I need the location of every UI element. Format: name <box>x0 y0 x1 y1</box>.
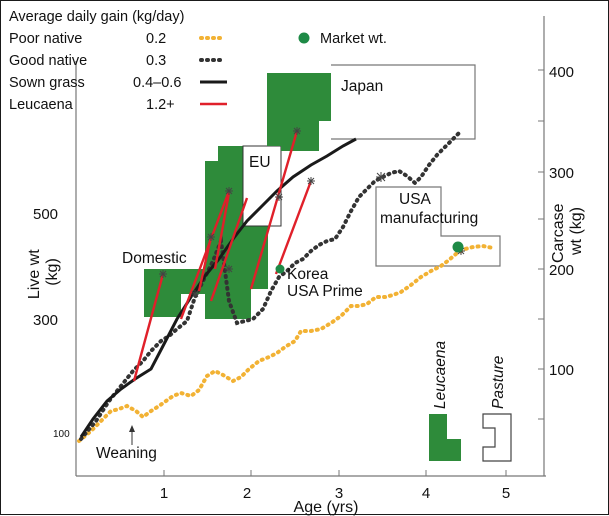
market-zone-usa-manufacturing <box>375 186 501 267</box>
x-axis-ticks <box>163 470 507 476</box>
market-label-korea-usa-prime: Korea USA Prime <box>287 266 363 300</box>
asterisk-marker <box>275 193 283 201</box>
asterisk-marker <box>307 177 315 185</box>
asterisk-marker <box>159 270 167 278</box>
asterisk-marker <box>225 187 233 195</box>
y-left-tick-label: 300 <box>33 312 58 329</box>
asterisk-marker <box>225 265 233 273</box>
market-weight-dot <box>452 241 464 253</box>
leucaena-segment <box>179 190 231 320</box>
leucaena-segment <box>132 273 165 382</box>
series-layer <box>77 129 495 443</box>
market-label-usa-line2: manufacturing <box>380 210 478 227</box>
market-label-korea-line2: USA Prime <box>287 283 363 300</box>
series-line-poor-native <box>77 243 495 443</box>
market-label-japan: Japan <box>341 78 383 95</box>
asterisk-marker <box>191 290 199 298</box>
y-left-axis-title: Live wt (kg) <box>26 245 61 299</box>
x-tick-label: 3 <box>335 485 343 502</box>
legend-item-value: 0.3 <box>146 53 166 69</box>
leucaena-segment <box>274 180 313 275</box>
market-zone-domestic <box>144 269 206 317</box>
y-left-title-line2: (kg) <box>44 258 61 286</box>
y-right-tick-label: 300 <box>549 165 574 182</box>
box-legend-leucaena <box>429 414 461 461</box>
weaning-label: Weaning <box>96 445 157 462</box>
market-zone-eu-outline <box>242 145 282 227</box>
legend-item-name: Good native <box>9 53 87 69</box>
market-label-domestic: Domestic <box>122 250 187 267</box>
market-zones <box>144 64 501 319</box>
series-line-sown-grass <box>79 137 357 438</box>
y-left-tick-label: 500 <box>33 206 58 223</box>
y-right-title-line2: wt (kg) <box>568 207 585 256</box>
y-right-tick-label: 200 <box>549 262 574 279</box>
x-tick-label: 2 <box>243 485 251 502</box>
legend-market-label: Market wt. <box>320 31 387 47</box>
legend-market-dot <box>298 32 310 44</box>
y-right-title-line1: Carcase <box>550 203 567 263</box>
legend-item-value: 0.4–0.6 <box>133 75 181 91</box>
y-right-ticks <box>538 69 544 420</box>
y-left-tick-label: 100 <box>53 429 70 440</box>
leucaena-segment <box>213 192 231 270</box>
y-left-title-line1: Live wt <box>26 249 43 299</box>
market-label-usa-manufacturing: USA manufacturing <box>380 191 478 227</box>
asterisk-marker <box>207 233 215 241</box>
legend-title: Average daily gain (kg/day) <box>9 9 184 25</box>
y-right-tick-label: 100 <box>549 362 574 379</box>
market-label-eu: EU <box>249 154 271 171</box>
market-zone-japan <box>267 73 331 151</box>
y-right-axis-title: Carcase wt (kg) <box>550 199 585 263</box>
market-zone-japan-outline <box>331 64 476 140</box>
legend-item-value: 1.2+ <box>146 97 175 113</box>
legend-item-name: Leucaena <box>9 97 74 113</box>
x-tick-label: 5 <box>502 485 510 502</box>
series-line-good-native <box>79 129 463 441</box>
asterisk-marker <box>376 172 386 182</box>
x-axis-title: Age (yrs) <box>294 499 359 516</box>
legend-item-name: Sown grass <box>9 75 85 91</box>
legend-item-name: Poor native <box>9 31 82 47</box>
market-label-usa-line1: USA <box>399 191 432 208</box>
market-weight-dot <box>275 264 285 274</box>
leucaena-segment <box>209 197 249 302</box>
leucaena-segment <box>197 236 213 292</box>
box-legend-pasture <box>482 413 512 462</box>
legend-item-value: 0.2 <box>146 31 166 47</box>
legend: Average daily gain (kg/day) Poor native … <box>9 9 387 113</box>
y-right-tick-label: 400 <box>549 64 574 81</box>
x-tick-label: 4 <box>422 485 430 502</box>
x-tick-label: 1 <box>160 485 168 502</box>
asterisk-marker <box>293 127 301 135</box>
leucaena-segment <box>249 130 299 290</box>
transition-markers <box>159 127 465 298</box>
box-legend-pasture-label: Pasture <box>490 355 507 409</box>
weaning-arrowhead <box>129 425 135 432</box>
box-legend-leucaena-label: Leucaena <box>432 341 449 409</box>
market-label-korea-line1: Korea <box>287 266 329 283</box>
series-leucaena <box>132 130 313 382</box>
